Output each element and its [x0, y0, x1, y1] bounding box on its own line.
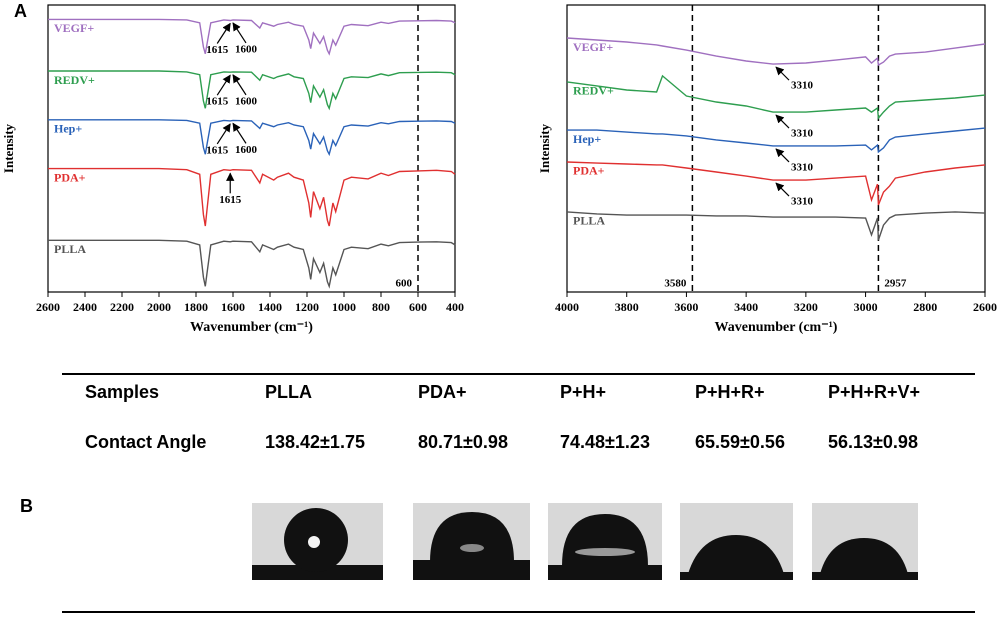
spectrum-line: [48, 167, 456, 227]
x-tick-label: 1000: [332, 300, 356, 314]
series-label: VEGF+: [54, 21, 94, 35]
table-cell: 138.42±1.75: [265, 432, 365, 452]
table-header: Samples: [85, 382, 159, 402]
table-cell: 65.59±0.56: [695, 432, 785, 452]
table-header: P+H+R+V+: [828, 382, 920, 402]
table-cell: Contact Angle: [85, 432, 206, 452]
x-tick-label: 600: [409, 300, 427, 314]
annotation-arrow: [775, 66, 790, 81]
x-tick-label: 400: [446, 300, 464, 314]
panel-label: A: [14, 1, 27, 21]
annotation-arrow: [232, 122, 247, 144]
annotation-arrow: [216, 74, 231, 96]
x-tick-label: 3800: [615, 300, 639, 314]
reference-label: 3580: [664, 278, 687, 290]
series-label: VEGF+: [573, 40, 613, 54]
annotation-arrow: [216, 123, 231, 145]
annotation-arrow: [775, 182, 790, 197]
annotation-label: 3310: [791, 161, 814, 173]
table-cell: 56.13±0.98: [828, 432, 918, 452]
series-label: Hep+: [573, 132, 601, 146]
x-tick-label: 2600: [36, 300, 60, 314]
x-tick-label: 4000: [555, 300, 579, 314]
spectrum-line: [48, 70, 456, 111]
x-tick-label: 1400: [258, 300, 282, 314]
droplet: [548, 503, 662, 580]
annotation-label: 1600: [235, 43, 258, 55]
annotation-label: 1600: [235, 95, 258, 107]
plot-frame: [47, 4, 456, 293]
series-label: PLLA: [573, 214, 605, 228]
y-axis-label: Intensity: [1, 123, 16, 173]
x-tick-label: 1800: [184, 300, 208, 314]
x-tick-label: 1600: [221, 300, 245, 314]
x-tick-label: 2600: [973, 300, 997, 314]
spectrum-line: [48, 18, 456, 56]
annotation-arrow: [775, 114, 790, 129]
x-tick-label: 3400: [734, 300, 758, 314]
annotation-label: 1615: [206, 96, 229, 108]
x-tick-label: 2200: [110, 300, 134, 314]
x-tick-label: 2000: [147, 300, 171, 314]
x-tick-label: 3200: [794, 300, 818, 314]
x-tick-label: 3600: [674, 300, 698, 314]
spectrum-line: [566, 211, 986, 241]
reference-label: 600: [396, 278, 413, 290]
x-tick-label: 2400: [73, 300, 97, 314]
x-axis-label: Wavenumber (cm⁻¹): [190, 320, 313, 335]
spectrum-line: [48, 119, 456, 157]
table-header: P+H+R+: [695, 382, 765, 402]
annotation-arrow: [216, 22, 231, 44]
x-tick-label: 800: [372, 300, 390, 314]
series-label: REDV+: [54, 73, 95, 87]
spectrum-line: [566, 37, 986, 67]
table-cell: 74.48±1.23: [560, 432, 650, 452]
y-axis-label: Intensity: [537, 123, 552, 173]
x-axis-label: Wavenumber (cm⁻¹): [715, 320, 838, 335]
table-cell: 80.71±0.98: [418, 432, 508, 452]
droplet: [413, 503, 530, 580]
x-tick-label: 2800: [913, 300, 937, 314]
droplet-images: [252, 503, 918, 580]
x-tick-label: 3000: [854, 300, 878, 314]
annotation-label: 3310: [791, 196, 814, 208]
spectrum-line: [567, 127, 986, 154]
annotation-label: 1600: [235, 144, 258, 156]
spectrum-line: [566, 74, 986, 120]
reference-label: 2957: [884, 278, 907, 290]
spectrum-line: [566, 161, 986, 206]
table-header: P+H+: [560, 382, 606, 402]
annotation-label: 3310: [791, 128, 814, 140]
annotation-label: 1615: [206, 44, 229, 56]
annotation-label: 3310: [791, 80, 814, 92]
series-label: PDA+: [573, 164, 605, 178]
spectrum-line: [48, 239, 456, 289]
table-header: PLLA: [265, 382, 312, 402]
series-label: REDV+: [573, 84, 614, 98]
annotation-label: 1615: [206, 144, 229, 156]
series-label: Hep+: [54, 122, 82, 136]
annotation-arrow: [775, 148, 790, 163]
annotation-arrow: [232, 22, 247, 44]
droplet: [252, 503, 383, 580]
annotation-label: 1615: [219, 194, 242, 206]
series-label: PDA+: [54, 170, 86, 184]
droplet: [812, 503, 918, 580]
series-label: PLLA: [54, 242, 86, 256]
plot-frame: [566, 4, 986, 293]
panel-label: B: [20, 496, 33, 516]
annotation-arrow: [232, 74, 247, 96]
x-tick-label: 1200: [295, 300, 319, 314]
droplet: [680, 503, 793, 580]
table-header: PDA+: [418, 382, 467, 402]
